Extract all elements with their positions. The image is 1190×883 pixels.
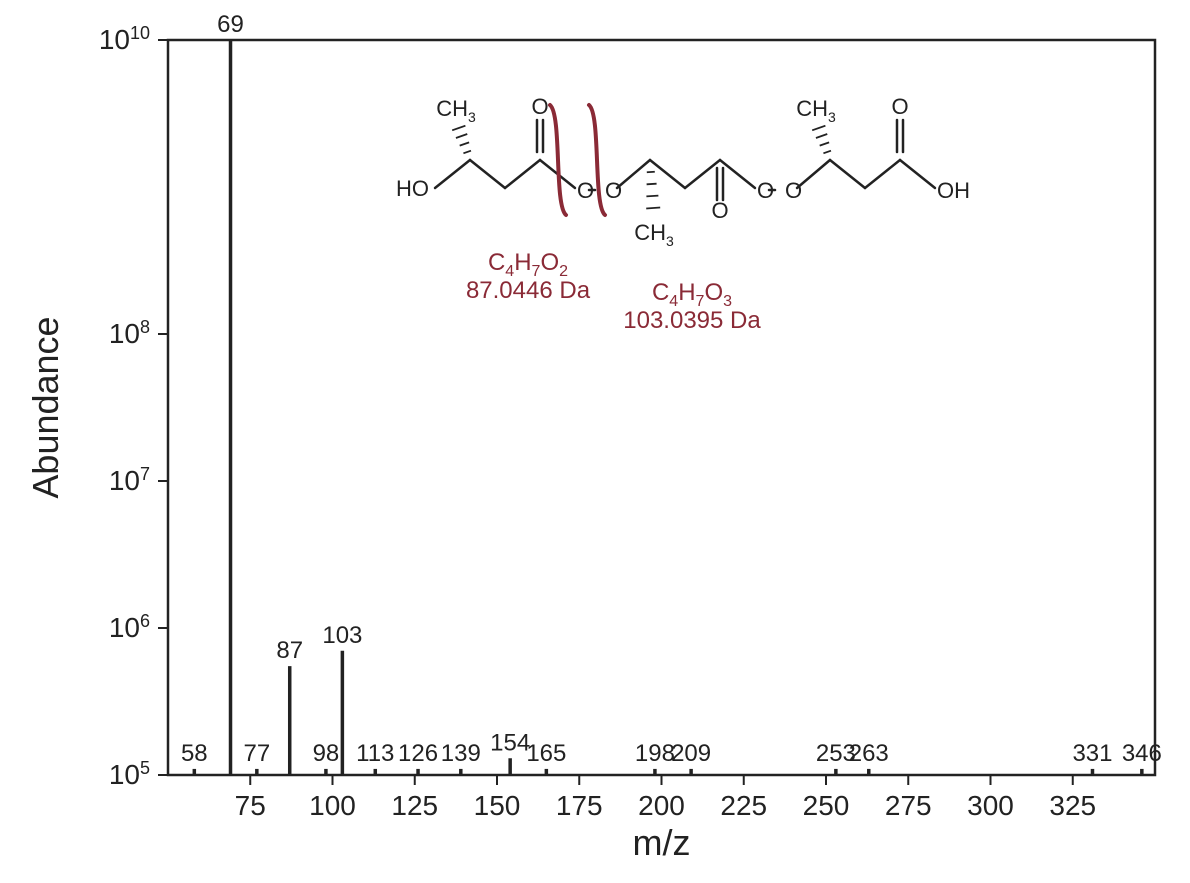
x-tick-label: 150 — [474, 790, 521, 821]
x-tick-label: 75 — [235, 790, 266, 821]
y-tick-label: 108 — [109, 317, 150, 349]
peak-label: 126 — [398, 740, 438, 767]
peak-label: 165 — [526, 740, 566, 767]
molecule-atom-label: CH3 — [796, 96, 836, 125]
peak-label: 331 — [1072, 740, 1112, 767]
molecule-atom-label: O — [531, 94, 548, 119]
fragmentation-mark — [550, 105, 566, 215]
peak-label: 98 — [313, 740, 340, 767]
x-tick-label: 175 — [556, 790, 603, 821]
peak-labels: 5869778798103113126139154165198209253263… — [181, 11, 1162, 767]
x-tick-label: 250 — [803, 790, 850, 821]
molecule-atom-label: O — [891, 94, 908, 119]
peak-label: 77 — [243, 740, 270, 767]
x-tick-label: 300 — [967, 790, 1014, 821]
molecule-atom-label: OH — [937, 178, 970, 203]
peak-label: 198 — [635, 740, 675, 767]
y-tick-label: 106 — [109, 611, 150, 643]
fragment-formula: C4H7O3 — [652, 279, 732, 310]
molecule-atom-label: O — [711, 198, 728, 223]
fragment-mass: 103.0395 Da — [623, 307, 761, 334]
y-tick-label: 107 — [109, 464, 150, 496]
x-tick-label: 100 — [309, 790, 356, 821]
molecule-atom-label: CH3 — [436, 96, 476, 125]
y-axis-label: Abundance — [25, 316, 66, 498]
molecule-atom-label: CH3 — [634, 220, 674, 249]
x-tick-label: 325 — [1049, 790, 1096, 821]
fragment-mass: 87.0446 Da — [466, 277, 591, 304]
peak-label: 58 — [181, 740, 208, 767]
peak-label: 103 — [322, 622, 362, 649]
x-tick-label: 225 — [720, 790, 767, 821]
x-axis-label: m/z — [633, 822, 691, 863]
molecule-atom-label: O — [605, 178, 622, 203]
peak-label: 113 — [356, 740, 394, 767]
peak-label: 346 — [1122, 740, 1162, 767]
peak-label: 69 — [217, 11, 244, 38]
peak-label: 87 — [276, 637, 303, 664]
x-tick-label: 200 — [638, 790, 685, 821]
molecule-atom-label: O — [785, 178, 802, 203]
molecule-atom-label: HO — [396, 176, 429, 201]
y-tick-label: 1010 — [99, 23, 150, 55]
fragment-formula: C4H7O2 — [488, 249, 568, 280]
y-tick-label: 105 — [109, 758, 150, 790]
x-tick-label: 275 — [885, 790, 932, 821]
peak-label: 154 — [490, 729, 530, 756]
molecule-structure: CH3HOOOOCH3OOOCH3OOH — [396, 94, 970, 249]
peak-label: 209 — [671, 740, 711, 767]
peak-label: 263 — [849, 740, 889, 767]
plot-frame — [168, 40, 1155, 775]
mass-spectrum-chart: 75 100 125 150 175 200 225 250 275 300 325 105 106 10… — [0, 0, 1190, 883]
peaks — [194, 40, 1142, 775]
x-tick-label: 125 — [391, 790, 438, 821]
peak-label: 139 — [441, 740, 481, 767]
